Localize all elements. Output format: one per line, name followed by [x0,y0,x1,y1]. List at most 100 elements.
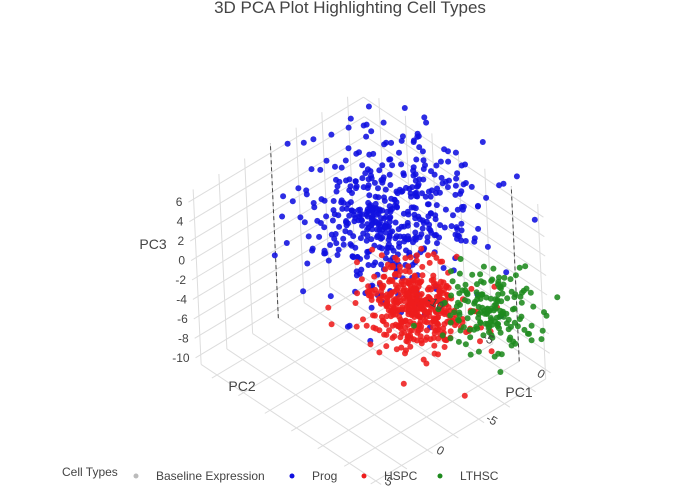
data-point[interactable] [334,252,341,258]
data-point[interactable] [358,276,365,283]
data-point[interactable] [343,177,349,184]
data-point[interactable] [518,313,525,320]
data-point[interactable] [410,322,417,329]
data-point[interactable] [415,133,422,140]
data-point[interactable] [379,207,386,214]
data-point[interactable] [458,162,465,169]
data-point[interactable] [359,222,366,229]
data-point[interactable] [365,103,372,110]
data-point[interactable] [468,285,475,292]
data-point[interactable] [365,262,372,268]
data-point[interactable] [520,287,527,294]
data-point[interactable] [359,211,366,218]
data-point[interactable] [386,218,393,225]
data-point[interactable] [499,290,506,297]
data-point[interactable] [475,314,482,321]
data-point[interactable] [321,197,328,204]
data-point[interactable] [441,146,448,153]
data-point[interactable] [365,176,372,183]
data-point[interactable] [389,162,396,169]
data-point[interactable] [444,184,451,191]
data-point[interactable] [301,219,308,226]
data-point[interactable] [464,315,471,322]
data-point[interactable] [372,200,379,207]
data-point[interactable] [363,133,370,140]
data-point[interactable] [416,144,423,151]
data-point[interactable] [419,148,426,155]
data-point[interactable] [539,327,546,334]
data-point[interactable] [390,304,397,311]
data-point[interactable] [405,263,412,270]
data-point[interactable] [368,297,375,303]
data-point[interactable] [507,276,514,283]
data-point[interactable] [429,303,436,310]
data-point[interactable] [317,166,324,173]
data-point[interactable] [436,189,443,196]
data-point[interactable] [407,254,414,261]
data-point[interactable] [405,280,412,287]
data-point[interactable] [484,243,491,250]
data-point[interactable] [346,322,353,329]
data-point[interactable] [426,309,433,316]
data-point[interactable] [379,245,385,252]
data-point[interactable] [295,185,302,192]
data-point[interactable] [393,286,400,293]
data-point[interactable] [443,282,450,289]
data-point[interactable] [496,274,502,281]
data-point[interactable] [488,277,495,284]
data-point[interactable] [368,304,375,311]
data-point[interactable] [452,182,459,189]
data-point[interactable] [348,242,355,249]
data-point[interactable] [413,193,420,199]
data-point[interactable] [397,334,404,341]
data-point[interactable] [378,177,385,184]
data-point[interactable] [379,162,386,169]
data-point[interactable] [480,263,487,270]
data-point[interactable] [350,208,357,215]
data-point[interactable] [338,164,345,171]
data-point[interactable] [383,249,390,256]
data-point[interactable] [433,202,440,209]
data-point[interactable] [478,278,484,285]
data-point[interactable] [283,240,290,246]
data-point[interactable] [438,278,444,285]
data-point[interactable] [538,336,545,343]
data-point[interactable] [472,298,478,305]
data-point[interactable] [504,295,511,302]
data-point[interactable] [404,290,411,297]
data-point[interactable] [435,306,442,313]
data-point[interactable] [392,296,399,302]
data-point[interactable] [279,213,286,220]
data-point[interactable] [514,323,521,330]
data-point[interactable] [427,193,434,200]
data-point[interactable] [335,246,342,253]
data-point[interactable] [370,312,376,319]
legend-item-prog[interactable]: Prog [289,469,338,483]
data-point[interactable] [482,320,489,327]
data-point[interactable] [375,194,382,201]
data-point[interactable] [345,124,352,131]
data-point[interactable] [492,305,499,312]
data-point[interactable] [310,136,317,143]
data-point[interactable] [448,268,454,275]
data-point[interactable] [466,326,473,333]
data-point[interactable] [378,215,384,222]
data-point[interactable] [376,349,383,356]
data-point[interactable] [454,283,461,290]
data-point[interactable] [468,183,475,190]
data-point[interactable] [354,259,360,266]
data-point[interactable] [452,149,459,156]
data-point[interactable] [447,328,454,335]
data-point[interactable] [340,235,347,242]
data-point[interactable] [289,198,296,205]
data-point[interactable] [402,255,409,262]
data-point[interactable] [414,183,420,190]
data-point[interactable] [420,220,427,226]
data-point[interactable] [364,185,371,191]
data-point[interactable] [280,193,287,200]
data-point[interactable] [386,327,393,334]
data-point[interactable] [516,264,523,271]
data-point[interactable] [488,348,495,355]
data-point[interactable] [432,212,439,219]
